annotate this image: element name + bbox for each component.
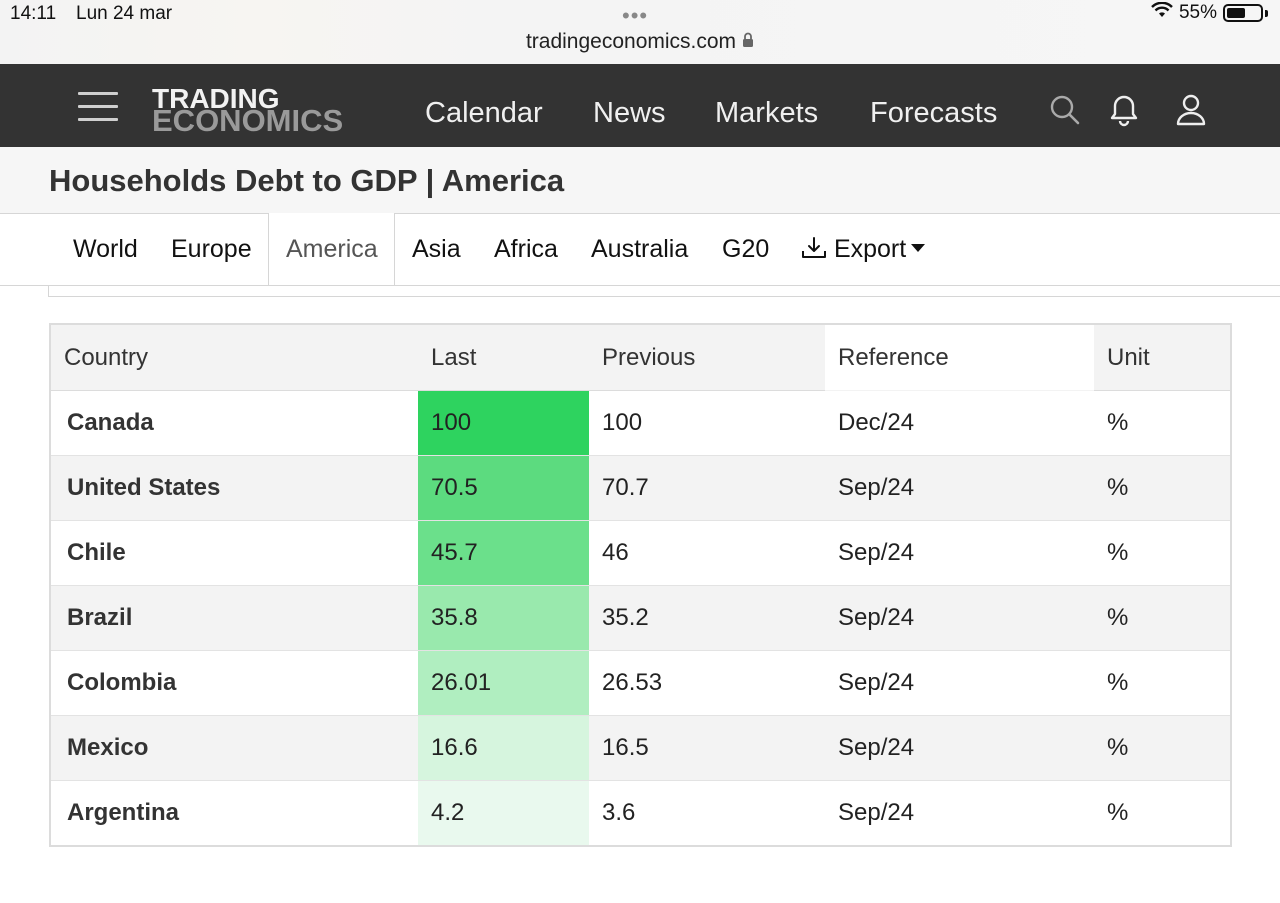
tab-australia[interactable]: Australia [591, 235, 689, 263]
url-text: tradingeconomics.com [525, 30, 737, 53]
page-title: Households Debt to GDP | America [49, 163, 565, 198]
tab-europe[interactable]: Europe [171, 235, 252, 263]
table-header-row: Country Last Previous Reference Unit [51, 325, 1230, 391]
last-value: 4.2 [418, 780, 589, 845]
unit: % [1094, 650, 1230, 716]
nav-link-calendar[interactable]: Calendar [425, 97, 543, 129]
title-band: Households Debt to GDP | America [0, 147, 1280, 214]
tab-g20[interactable]: G20 [722, 235, 770, 263]
logo[interactable]: TRADING ECONOMICS [152, 83, 344, 138]
reference-date: Sep/24 [825, 455, 1094, 521]
table-row[interactable]: Canada 100 100 Dec/24 % [51, 390, 1230, 456]
reference-date: Sep/24 [825, 650, 1094, 716]
previous-value: 46 [589, 520, 825, 586]
header-previous[interactable]: Previous [589, 325, 825, 391]
logo-line1: TRADING [152, 83, 280, 114]
status-bar: 14:11 Lun 24 mar ••• tradingeconomics.co… [0, 0, 1280, 64]
header-country[interactable]: Country [51, 325, 418, 391]
more-dots-icon[interactable]: ••• [622, 3, 649, 28]
reference-date: Sep/24 [825, 520, 1094, 586]
unit: % [1094, 455, 1230, 521]
country-link[interactable]: Colombia [51, 650, 418, 716]
previous-value: 100 [589, 390, 825, 456]
previous-value: 26.53 [589, 650, 825, 716]
top-navbar: TRADING ECONOMICS Calendar News Markets … [0, 64, 1280, 147]
table-row[interactable]: Brazil 35.8 35.2 Sep/24 % [51, 585, 1230, 651]
bell-icon[interactable] [1109, 94, 1139, 133]
last-value: 45.7 [418, 520, 589, 586]
unit: % [1107, 799, 1129, 826]
previous-value: 35.2 [589, 585, 825, 651]
table-row[interactable]: Argentina 4.2 3.6 Sep/24 % [51, 780, 1230, 845]
country-link[interactable]: Chile [51, 520, 418, 586]
unit: % [1094, 715, 1230, 781]
status-time: 14:11 [10, 3, 57, 24]
lock-icon [742, 30, 754, 54]
table-row[interactable]: Mexico 16.6 16.5 Sep/24 % [51, 715, 1230, 781]
wifi-icon [1151, 1, 1173, 24]
export-button[interactable]: Export [801, 235, 926, 264]
reference-date: Sep/24 [825, 715, 1094, 781]
header-reference[interactable]: Reference [825, 325, 1094, 391]
country-link[interactable]: Brazil [51, 585, 418, 651]
country-link[interactable]: Argentina [67, 799, 180, 826]
export-label: Export [833, 235, 907, 263]
user-icon[interactable] [1176, 94, 1206, 131]
battery-cap [1265, 9, 1268, 17]
header-last[interactable]: Last [418, 325, 589, 391]
data-table-container: Country Last Previous Reference Unit Can… [49, 323, 1232, 847]
table-row[interactable]: Chile 45.7 46 Sep/24 % [51, 520, 1230, 586]
last-value: 35.8 [418, 585, 589, 651]
tab-asia[interactable]: Asia [412, 235, 461, 263]
battery-icon [1223, 4, 1263, 22]
tab-world[interactable]: World [73, 235, 138, 263]
battery-percent: 55% [1178, 2, 1217, 23]
previous-value: 70.7 [589, 455, 825, 521]
battery-fill [1227, 8, 1245, 18]
previous-value: 16.5 [589, 715, 825, 781]
debt-table: Country Last Previous Reference Unit Can… [51, 325, 1230, 845]
status-date: Lun 24 mar [76, 3, 173, 24]
nav-link-news[interactable]: News [593, 97, 666, 129]
unit: % [1094, 520, 1230, 586]
table-row[interactable]: United States 70.5 70.7 Sep/24 % [51, 455, 1230, 521]
tab-africa[interactable]: Africa [494, 235, 558, 263]
logo-line2: ECONOMICS [152, 103, 344, 138]
reference-date: Sep/24 [838, 799, 915, 826]
search-icon[interactable] [1049, 94, 1081, 131]
country-link[interactable]: Mexico [51, 715, 418, 781]
header-unit[interactable]: Unit [1094, 325, 1230, 391]
last-value: 70.5 [418, 455, 589, 521]
tab-america[interactable]: America [286, 235, 378, 263]
previous-value: 3.6 [602, 799, 636, 826]
country-link[interactable]: United States [51, 455, 418, 521]
region-tabs: World Europe America Asia Africa Austral… [0, 213, 1280, 286]
table-row[interactable]: Colombia 26.01 26.53 Sep/24 % [51, 650, 1230, 716]
status-right: 55% [1151, 1, 1268, 24]
reference-date: Sep/24 [825, 585, 1094, 651]
active-tab-box [268, 213, 395, 285]
unit: % [1094, 585, 1230, 651]
nav-link-forecasts[interactable]: Forecasts [870, 97, 998, 129]
nav-link-markets[interactable]: Markets [715, 97, 819, 129]
last-value: 26.01 [418, 650, 589, 716]
unit: % [1094, 390, 1230, 456]
reference-date: Dec/24 [825, 390, 1094, 456]
last-value: 100 [418, 390, 589, 456]
address-bar[interactable]: tradingeconomics.com [0, 30, 1280, 54]
tabs-underpanel [48, 285, 1280, 297]
last-value: 16.6 [418, 715, 589, 781]
country-link[interactable]: Canada [51, 390, 418, 456]
caret-down-icon [911, 244, 926, 253]
download-icon [801, 235, 827, 263]
menu-icon[interactable] [78, 92, 118, 122]
